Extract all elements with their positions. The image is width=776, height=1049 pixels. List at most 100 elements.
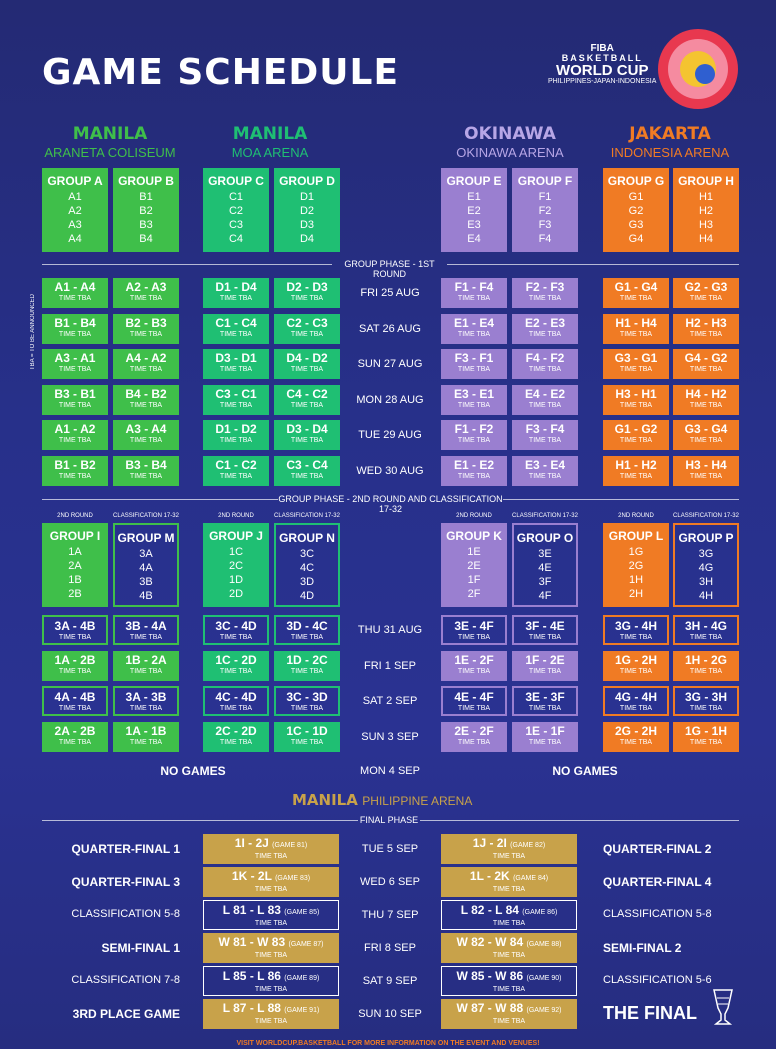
time-tba: TIME TBA [689, 295, 723, 302]
time-tba: TIME TBA [129, 738, 163, 746]
team-slot: F1 [538, 191, 552, 203]
time-tba: TIME TBA [290, 472, 324, 480]
date-label: FRI 25 AUG [360, 287, 420, 299]
final-game-right: W 87 - W 88 (GAME 92) TIME TBA [441, 999, 577, 1029]
time-tba: TIME TBA [528, 472, 562, 480]
round-label: CLASSIFICATION 17-32 [274, 513, 340, 519]
time-tba: TIME TBA [528, 295, 562, 302]
time-tba: TIME TBA [58, 472, 92, 480]
game-number: (GAME 86) [522, 909, 558, 916]
date-label: SAT 9 SEP [362, 975, 418, 987]
time-tba: TIME TBA [254, 853, 288, 860]
team-slot: C4 [228, 233, 244, 245]
logo-basketball: BASKETBALL [561, 53, 643, 63]
logo-fiba: FIBA [590, 43, 614, 54]
matchup: 1C - 2D [215, 652, 257, 667]
logo-hosts: PHILIPPINES-JAPAN-INDONESIA [548, 78, 657, 85]
matchup: 3D - 4C [286, 619, 328, 633]
time-tba: TIME TBA [619, 705, 653, 712]
time-tba: TIME TBA [219, 295, 253, 302]
matchup: A2 - A3 [125, 280, 167, 294]
group-name: GROUP G [607, 174, 665, 188]
time-tba: TIME TBA [689, 634, 723, 641]
game-cell: A3 - A4 TIME TBA [113, 420, 179, 450]
matchup: A4 - A2 [125, 351, 167, 365]
team-slot: 4F [538, 590, 552, 602]
phase2-label: GROUP PHASE - 2ND ROUND AND CLASSIFICATI… [278, 494, 503, 514]
page-title: GAME SCHEDULE [42, 52, 400, 93]
game-cell: 1E - 1F TIME TBA [512, 721, 578, 752]
game-cell: B1 - B4 TIME TBA [42, 313, 108, 344]
group-name: GROUP A [47, 174, 103, 188]
team-slot: D4 [299, 233, 315, 245]
round-label-right: QUARTER-FINAL 2 [603, 842, 712, 856]
group-name: GROUP I [49, 529, 101, 543]
game-cell: D1 - D4 TIME TBA [203, 278, 269, 308]
time-tba: TIME TBA [219, 472, 253, 480]
team-slot: B3 [139, 219, 153, 231]
matchup-teams: L 81 - L 83 [222, 903, 281, 917]
time-tba: TIME TBA [129, 366, 163, 373]
matchup: H1 - H2 [615, 457, 657, 472]
time-tba: TIME TBA [219, 705, 253, 712]
game-cell: F3 - F4 TIME TBA [512, 420, 578, 450]
team-slot: 1E [467, 546, 481, 558]
logo-worldcup: WORLD CUP [555, 62, 649, 79]
no-games-left: NO GAMES [160, 764, 226, 778]
matchup: 3A - 3B [125, 690, 167, 704]
game-number: (GAME 88) [526, 941, 562, 948]
matchup: G2 - G3 [684, 280, 728, 294]
time-tba: TIME TBA [129, 401, 163, 409]
time-tba: TIME TBA [492, 920, 526, 927]
team-slot: 4D [299, 590, 315, 602]
matchup: D3 - D1 [215, 351, 257, 365]
matchup: E4 - E2 [524, 386, 566, 401]
group-name: GROUP K [446, 529, 502, 543]
game-cell: 3C - 4D TIME TBA [203, 615, 269, 645]
team-slot: 1C [228, 546, 244, 558]
team-slot: 4E [538, 562, 552, 574]
team-slot: E3 [467, 219, 481, 231]
final-game-left: L 85 - L 86 (GAME 89) TIME TBA [203, 966, 339, 996]
date-label: SUN 27 AUG [357, 358, 423, 370]
matchup: E1 - E4 [453, 315, 495, 330]
team-slot: 2G [628, 560, 644, 572]
team-slot: A1 [68, 191, 82, 203]
time-tba: TIME TBA [129, 472, 163, 480]
game-cell: 1A - 1B TIME TBA [113, 721, 179, 752]
matchup: 2A - 2B [54, 723, 96, 738]
matchup-teams: L 82 - L 84 [460, 903, 519, 917]
time-tba: TIME TBA [528, 634, 562, 641]
time-tba: TIME TBA [689, 705, 723, 712]
matchup: F3 - F1 [454, 351, 494, 365]
matchup: D4 - D2 [286, 351, 328, 365]
matchup: H1 - H4 [615, 315, 657, 330]
matchup: G4 - G2 [684, 351, 728, 365]
time-tba: TIME TBA [492, 1018, 526, 1025]
time-tba: TIME TBA [528, 738, 562, 746]
time-tba: TIME TBA [219, 401, 253, 409]
team-slot: A3 [68, 219, 82, 231]
team-slot: C1 [228, 191, 244, 203]
round-label-right: QUARTER-FINAL 4 [603, 875, 712, 889]
time-tba: TIME TBA [619, 667, 653, 675]
matchup-teams: 1I - 2J [234, 836, 269, 850]
round-label-right: SEMI-FINAL 2 [603, 941, 682, 955]
time-tba: TIME TBA [689, 401, 723, 409]
matchup: 1I - 2J (GAME 81) [203, 837, 339, 852]
final-game-left: 1I - 2J (GAME 81) TIME TBA [203, 834, 339, 864]
game-cell: F1 - F2 TIME TBA [441, 420, 507, 450]
game-cell: 3E - 3F TIME TBA [512, 686, 578, 716]
final-game-left: W 81 - W 83 (GAME 87) TIME TBA [203, 933, 339, 963]
round-label: 2ND ROUND [618, 513, 654, 519]
matchup: 1D - 2C [286, 652, 328, 667]
time-tba: TIME TBA [290, 366, 324, 373]
team-slot: 2E [467, 560, 481, 572]
time-tba: TIME TBA [619, 472, 653, 480]
game-number: (GAME 81) [272, 842, 308, 849]
time-tba: TIME TBA [689, 472, 723, 480]
round-label-left: QUARTER-FINAL 3 [71, 875, 180, 889]
matchup: H4 - H2 [685, 386, 727, 401]
time-tba: TIME TBA [528, 705, 562, 712]
matchup: 3G - 3H [684, 690, 727, 704]
